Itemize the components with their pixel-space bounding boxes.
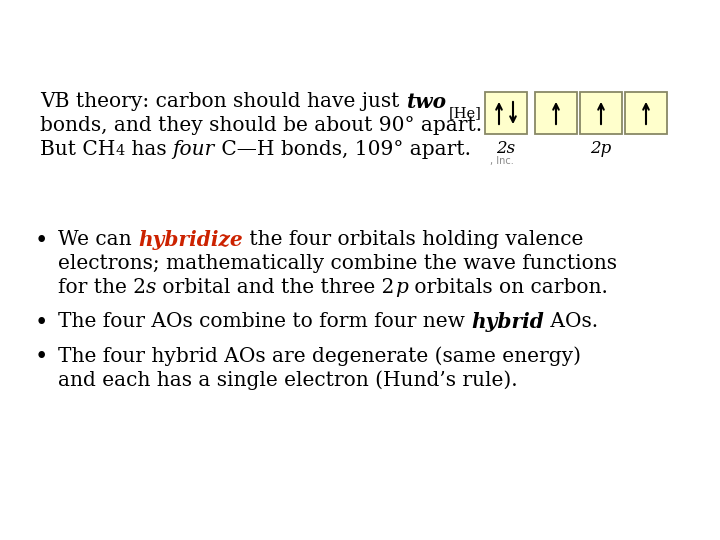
Text: Hybridization of Atomic Orbitals: Hybridization of Atomic Orbitals [84,28,636,56]
Text: s: s [146,278,156,297]
Text: orbital and the three 2: orbital and the three 2 [156,278,395,297]
Text: •: • [35,312,48,334]
Text: The four hybrid AOs are degenerate (same energy): The four hybrid AOs are degenerate (same… [58,346,581,366]
Text: four: four [173,140,215,159]
Text: for the 2: for the 2 [58,278,146,297]
Text: •: • [35,346,48,368]
Text: the four orbitals holding valence: the four orbitals holding valence [243,230,583,249]
Bar [625,92,667,134]
Bar [580,92,622,134]
Text: The four AOs combine to form four new: The four AOs combine to form four new [58,312,472,331]
Text: VB theory: carbon should have just: VB theory: carbon should have just [40,92,406,111]
Text: AOs.: AOs. [544,312,598,331]
Text: bonds, and they should be about 90° apart.: bonds, and they should be about 90° apar… [40,116,482,135]
Text: C—H bonds, 109° apart.: C—H bonds, 109° apart. [215,140,471,159]
Text: We can: We can [58,230,138,249]
Text: 2s: 2s [496,140,516,157]
Text: 4: 4 [115,144,125,158]
Text: 2p: 2p [590,140,611,157]
Bar [535,92,577,134]
Text: [He]: [He] [449,106,482,120]
Bar [485,92,527,134]
Text: But CH: But CH [40,140,115,159]
Text: two: two [406,92,446,112]
Text: hybrid: hybrid [472,312,544,332]
Text: p: p [395,278,408,297]
Text: electrons; mathematically combine the wave functions: electrons; mathematically combine the wa… [58,254,617,273]
Text: has: has [125,140,173,159]
Text: orbitals on carbon.: orbitals on carbon. [408,278,608,297]
Text: •: • [35,230,48,252]
Text: hybridize: hybridize [138,230,243,250]
Text: and each has a single electron (Hund’s rule).: and each has a single electron (Hund’s r… [58,370,518,390]
Text: , Inc.: , Inc. [490,156,514,166]
